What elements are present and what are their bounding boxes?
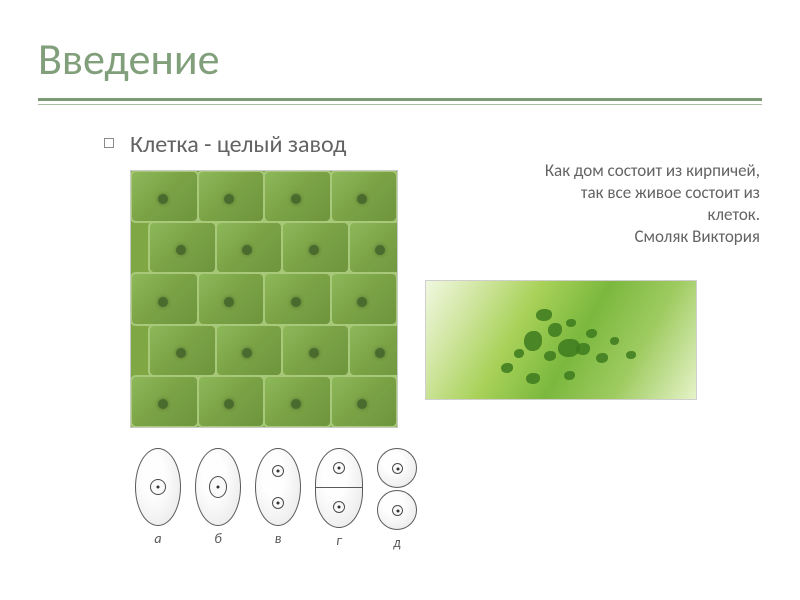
chloroplast-blob — [610, 337, 619, 345]
quote-line-3: клеток. — [480, 204, 760, 226]
stage-label: б — [214, 530, 221, 547]
title-rules — [38, 98, 762, 105]
stage-label: а — [154, 530, 161, 547]
plant-cell — [281, 324, 350, 377]
quote-author: Смоляк Виктория — [480, 226, 760, 248]
plant-cell — [130, 170, 199, 223]
parent-cell — [135, 448, 181, 526]
chloroplast-blob — [501, 363, 513, 373]
green-microscopy-image — [425, 280, 697, 400]
plant-cell — [263, 375, 332, 428]
plant-cell — [197, 170, 266, 223]
daughter-cell — [377, 448, 417, 488]
division-stage: в — [255, 448, 301, 547]
parent-cell — [255, 448, 301, 526]
plant-cell — [263, 272, 332, 325]
stage-label: г — [336, 532, 342, 549]
chloroplast-blob — [514, 349, 524, 358]
parent-cell — [195, 448, 241, 526]
division-stage: д — [377, 448, 417, 551]
plant-cell — [130, 375, 199, 428]
plant-cell — [281, 221, 350, 274]
chloroplast-blob — [526, 373, 540, 384]
stage-label: в — [275, 530, 282, 547]
slide-subtitle: Клетка - целый завод — [130, 130, 346, 159]
division-stage: а — [135, 448, 181, 547]
slide-title: Введение — [38, 32, 762, 90]
chloroplast-blob — [564, 371, 575, 380]
plant-cell — [348, 324, 399, 377]
stage-label: д — [393, 534, 400, 551]
plant-cell — [148, 324, 217, 377]
cell-grid-image — [130, 170, 398, 428]
plant-cell — [330, 170, 399, 223]
chloroplast-blob — [596, 353, 608, 363]
chloroplast-blob — [626, 351, 636, 359]
plant-cell — [348, 221, 399, 274]
quote-block: Как дом состоит из кирпичей, так все жив… — [480, 160, 760, 248]
plant-cell — [215, 324, 284, 377]
plant-cell — [197, 375, 266, 428]
division-stage: г — [315, 448, 363, 549]
plant-cell — [330, 272, 399, 325]
daughter-cell — [377, 490, 417, 530]
quote-line-2: так все живое состоит из — [480, 182, 760, 204]
chloroplast-blob — [524, 331, 542, 351]
chloroplast-blob — [566, 319, 576, 327]
plant-cell — [263, 170, 332, 223]
cell-division-diagram: а б в г д — [135, 448, 495, 568]
parent-cell — [315, 448, 363, 528]
quote-line-1: Как дом состоит из кирпичей, — [480, 160, 760, 182]
chloroplast-blob — [536, 309, 552, 321]
chloroplast-blob — [548, 323, 562, 337]
chloroplast-blob — [544, 351, 556, 361]
bullet-icon — [104, 138, 114, 148]
title-bar: Введение — [38, 32, 762, 105]
plant-cell — [197, 272, 266, 325]
chloroplast-blob — [576, 343, 590, 355]
plant-cell — [215, 221, 284, 274]
plant-cell — [148, 221, 217, 274]
plant-cell — [130, 272, 199, 325]
division-stage: б — [195, 448, 241, 547]
plant-cell — [330, 375, 399, 428]
chloroplast-blob — [586, 329, 597, 338]
